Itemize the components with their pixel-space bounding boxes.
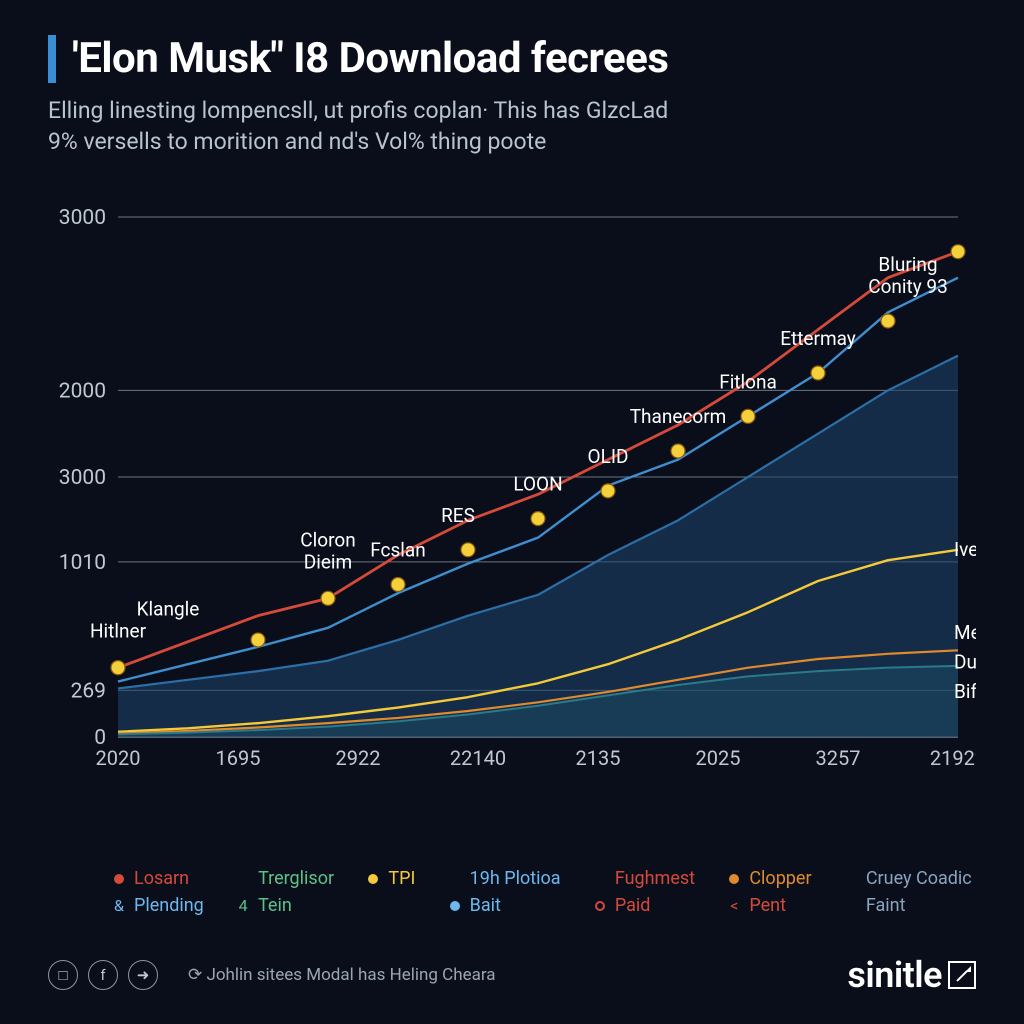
- footer-left: □ f ➜ ⟳ Johlin sitees Modal has Heling C…: [48, 960, 496, 990]
- brand-arrow-icon: [948, 961, 976, 989]
- legend-item: &Plending: [112, 895, 208, 916]
- svg-text:Cloron: Cloron: [300, 528, 355, 551]
- subtitle-line2: 9% versells to morition and nd's Vol% th…: [48, 128, 546, 155]
- legend-item: Trerglisor: [236, 868, 338, 889]
- legend-item: 19h Plotioa: [448, 868, 565, 889]
- svg-text:2135: 2135: [576, 746, 621, 770]
- title-row: 'Elon Musk" I8 Download fecrees: [48, 34, 976, 83]
- subtitle: Elling linesting lompencsll, ut profis c…: [48, 95, 976, 157]
- legend-label: Cruey Coadic: [866, 868, 972, 889]
- legend-item: 4 Tein: [236, 895, 338, 916]
- legend-marker-icon: [593, 872, 607, 886]
- legend-item: Cruey Coadic: [844, 868, 976, 889]
- share-icon[interactable]: □: [48, 960, 78, 990]
- footer: □ f ➜ ⟳ Johlin sitees Modal has Heling C…: [48, 954, 976, 996]
- svg-text:Fcslan: Fcslan: [370, 539, 426, 562]
- svg-text:21922: 21922: [930, 746, 976, 770]
- svg-text:2025: 2025: [696, 746, 741, 770]
- brand-logo: sinitle: [847, 954, 976, 996]
- legend-marker-icon: [448, 872, 462, 886]
- legend-marker-icon: [844, 872, 858, 886]
- legend-item: Fughmest: [593, 868, 700, 889]
- svg-text:Bifrding: Bifrding: [954, 680, 976, 703]
- legend-item: Paid: [593, 895, 700, 916]
- legend-label: Trerglisor: [258, 868, 334, 889]
- chart-area: 3000200030001010269020201695292222140213…: [48, 187, 976, 827]
- svg-text:2020: 2020: [96, 746, 141, 770]
- legend-marker-icon: [727, 872, 741, 886]
- svg-text:RES: RES: [441, 504, 475, 527]
- svg-text:Hitlner: Hitlner: [90, 620, 147, 643]
- svg-text:Medlinand: Medlinand: [954, 621, 976, 644]
- legend-label: Pent: [749, 895, 786, 916]
- header: 'Elon Musk" I8 Download fecrees Elling l…: [0, 0, 1024, 157]
- footer-note: ⟳ Johlin sitees Modal has Heling Cheara: [188, 965, 496, 985]
- svg-text:Dieim: Dieim: [304, 550, 352, 573]
- brand-text: sinitle: [847, 954, 942, 996]
- svg-text:1695: 1695: [216, 746, 261, 770]
- svg-text:Duitz: Duitz: [954, 651, 976, 674]
- legend-label: Bait: [470, 895, 501, 916]
- legend-label: Faint: [866, 895, 906, 916]
- legend-label: Paid: [615, 895, 651, 916]
- legend-item: Losarn: [112, 868, 208, 889]
- svg-text:22140: 22140: [450, 746, 506, 770]
- legend-marker-icon: 4: [236, 899, 250, 913]
- page-title: 'Elon Musk" I8 Download fecrees: [72, 34, 668, 83]
- legend-marker-icon: [236, 872, 250, 886]
- svg-text:269: 269: [71, 679, 106, 703]
- svg-text:Bluring: Bluring: [878, 253, 937, 276]
- svg-text:OLID: OLID: [588, 445, 629, 468]
- legend-label: 19h Plotioa: [470, 868, 561, 889]
- svg-text:3257: 3257: [816, 746, 861, 770]
- legend-item: < Pent: [727, 895, 816, 916]
- legend-marker-icon: [593, 899, 607, 913]
- svg-text:1010: 1010: [59, 551, 106, 575]
- legend: Losarn Trerglisor TPI 19h Plotioa Fughmest Cl…: [112, 868, 976, 916]
- svg-text:3000: 3000: [59, 206, 106, 230]
- facebook-icon[interactable]: f: [88, 960, 118, 990]
- svg-text:3000: 3000: [59, 466, 106, 490]
- chart-svg: 3000200030001010269020201695292222140213…: [48, 187, 976, 827]
- legend-item: Clopper: [727, 868, 816, 889]
- legend-marker-icon: [366, 872, 380, 886]
- legend-marker-icon: [112, 872, 126, 886]
- svg-text:Conity 93: Conity 93: [868, 275, 948, 298]
- legend-label: Fughmest: [615, 868, 695, 889]
- legend-marker-icon: &: [112, 899, 126, 913]
- legend-label: Losarn: [134, 868, 189, 889]
- subtitle-line1: Elling linesting lompencsll, ut profis c…: [48, 97, 668, 124]
- svg-text:Thanecorm: Thanecorm: [630, 405, 727, 428]
- svg-text:Fitlona: Fitlona: [719, 370, 777, 393]
- svg-text:2922: 2922: [336, 746, 381, 770]
- legend-marker-icon: <: [727, 899, 741, 913]
- legend-label: Plending: [134, 895, 204, 916]
- legend-label: Clopper: [749, 868, 811, 889]
- legend-marker-icon: [448, 899, 462, 913]
- legend-item: TPI: [366, 868, 419, 889]
- legend-item: Faint: [844, 895, 976, 916]
- svg-text:2000: 2000: [59, 379, 106, 403]
- forward-icon[interactable]: ➜: [128, 960, 158, 990]
- legend-item: Bait: [448, 895, 565, 916]
- svg-text:Klangle: Klangle: [137, 598, 200, 621]
- accent-bar: [48, 35, 56, 83]
- legend-label: Tein: [258, 895, 292, 916]
- svg-text:Iverda: Iverda: [954, 538, 976, 561]
- legend-label: TPI: [388, 868, 415, 889]
- svg-text:LOON: LOON: [513, 473, 562, 496]
- legend-item: [366, 895, 419, 916]
- legend-marker-icon: [844, 899, 858, 913]
- svg-text:Ettermay: Ettermay: [780, 327, 856, 350]
